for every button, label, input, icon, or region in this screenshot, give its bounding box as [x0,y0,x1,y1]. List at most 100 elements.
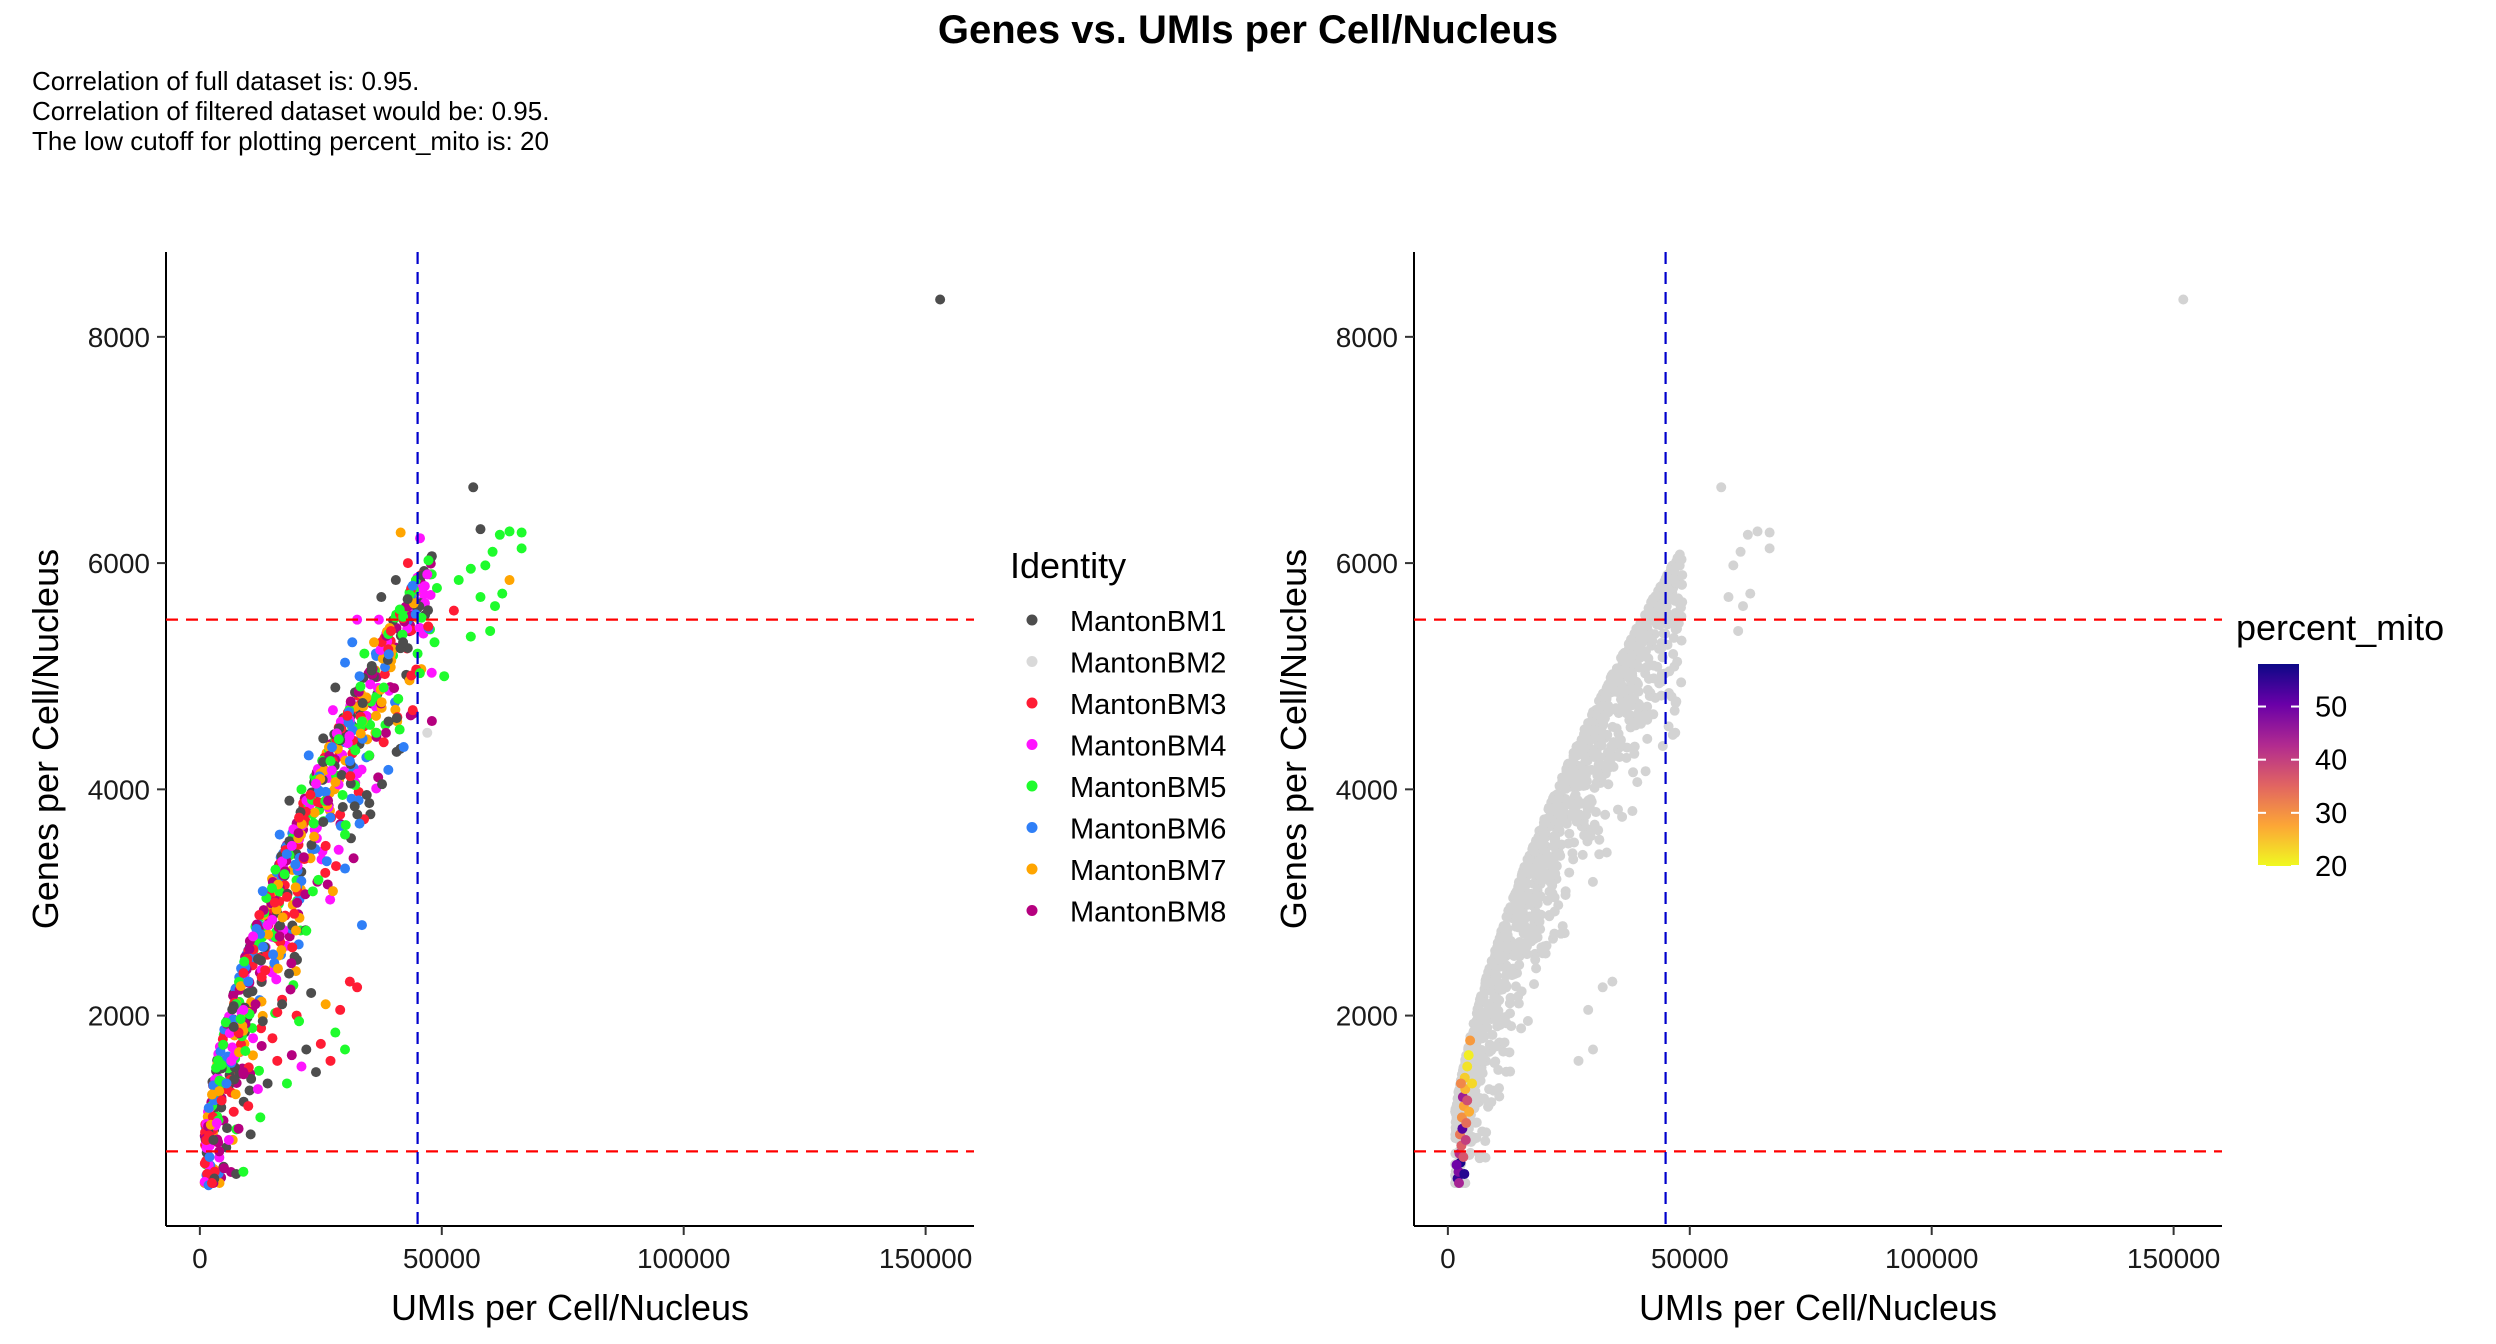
y-tick-label: 6000 [1336,548,1398,579]
data-point [203,1103,214,1114]
data-point [287,942,298,953]
data-point [1617,811,1628,822]
data-point [369,637,380,648]
data-point [1574,781,1585,792]
data-point [1553,808,1564,819]
data-point [326,765,337,776]
data-point [365,679,376,690]
data-point [310,1067,321,1078]
data-point [257,1016,268,1027]
data-point [313,874,324,885]
data-point [1572,750,1583,761]
data-point [1451,1159,1462,1170]
data-point [1505,904,1516,915]
data-point [282,891,293,902]
data-point [330,777,341,788]
data-point [327,886,338,897]
data-point [238,1067,249,1078]
data-point [1676,677,1687,688]
data-point [318,756,329,767]
data-point [389,683,400,694]
data-point [254,1065,265,1076]
data-point [337,789,348,800]
data-point [398,637,409,648]
data-point [221,1078,232,1089]
y-tick-label: 4000 [88,774,150,805]
data-point [315,1038,326,1049]
data-point [222,1123,233,1134]
data-point [347,637,358,648]
data-point [1602,729,1613,740]
data-point [1578,798,1589,809]
data-point [345,778,356,789]
data-point [423,555,434,566]
data-point [1461,1118,1472,1129]
chart-title: Genes vs. UMIs per Cell/Nucleus [937,8,1559,52]
data-point [1602,747,1613,758]
data-point [1597,712,1608,723]
data-point [252,1084,263,1095]
data-point [1476,1066,1487,1077]
data-point [1601,683,1612,694]
data-point [1564,828,1575,839]
data-point [1479,1031,1490,1042]
legend-label: MantonBM4 [1070,731,1226,763]
legend-key [1026,905,1038,916]
data-point [1594,834,1605,845]
data-point [414,622,425,633]
data-point [219,1163,230,1174]
x-tick-label: 0 [1440,1243,1456,1274]
data-point [303,750,314,761]
data-point [202,1168,213,1179]
data-point [256,1040,267,1051]
data-point [1672,656,1683,667]
data-point [359,648,370,659]
data-point [352,809,363,820]
data-point [352,982,363,993]
y-tick-label: 8000 [1336,322,1398,353]
data-point [230,1089,241,1100]
data-point [238,1004,249,1015]
data-point [1526,868,1537,879]
data-point [257,886,268,897]
data-point [490,601,501,612]
data-point [348,853,359,864]
data-point [422,727,433,738]
data-point [935,294,946,305]
data-point [1529,846,1540,857]
data-point [1480,1136,1491,1147]
data-point [1607,976,1618,987]
data-point [1752,526,1763,537]
data-point [1549,928,1560,939]
data-point [1471,1021,1482,1032]
data-point [1505,992,1516,1003]
data-point [274,829,285,840]
data-point [252,954,263,965]
data-point [307,886,318,897]
data-point [272,1055,283,1066]
data-point [1534,916,1545,927]
data-point [271,974,282,985]
data-point [364,750,375,761]
y-tick-label: 4000 [1336,774,1398,805]
data-point [1573,1055,1584,1066]
data-point [516,543,527,554]
data-point [2178,294,2189,305]
subtitle-line-3: The low cutoff for plotting percent_mito… [32,126,549,156]
data-point [1559,928,1570,939]
data-point [1458,1151,1469,1162]
data-point [318,816,329,827]
data-point [1571,816,1582,827]
data-point [1764,543,1775,554]
data-point [1517,869,1528,880]
data-point [1514,903,1525,914]
data-point [243,1101,254,1112]
data-point [383,649,394,660]
data-point [277,912,288,923]
data-point [354,818,365,829]
data-point [201,1135,212,1146]
point-layer [1450,294,2189,1189]
data-point [305,789,316,800]
data-point [206,1178,217,1189]
data-point [1580,765,1591,776]
